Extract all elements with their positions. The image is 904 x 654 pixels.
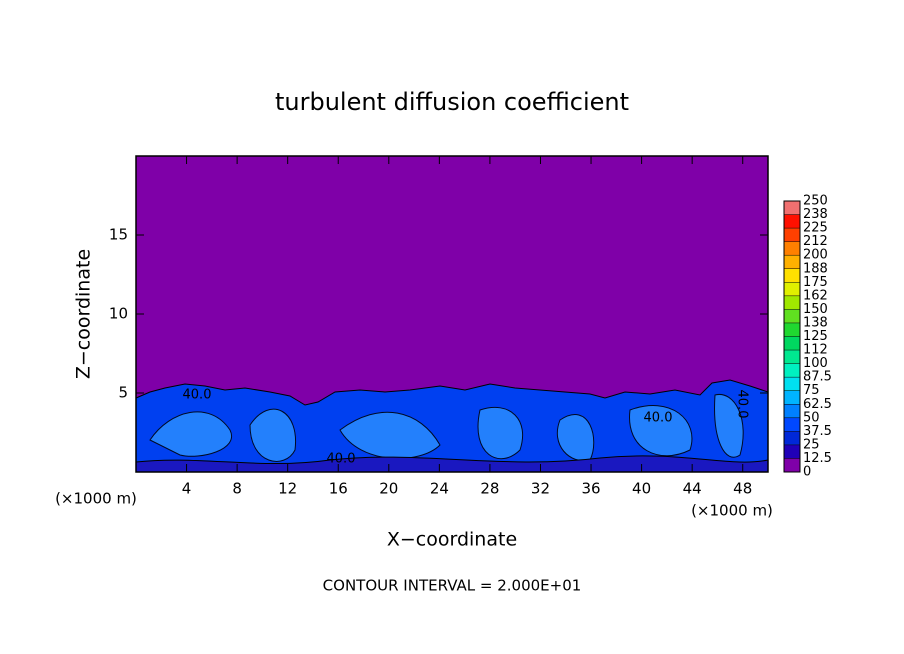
colorbar-label: 62.5 <box>803 397 832 412</box>
x-tick-label: 12 <box>278 480 297 498</box>
colorbar-label: 37.5 <box>803 424 832 439</box>
chart-title: turbulent diffusion coefficient <box>275 88 629 116</box>
colorbar-swatch <box>784 390 800 405</box>
colorbar-label: 87.5 <box>803 370 832 385</box>
colorbar-swatch <box>784 377 800 391</box>
contour-region <box>135 455 769 473</box>
colorbar-swatch <box>784 309 800 323</box>
colorbar-label: 225 <box>803 221 828 236</box>
x-unit: (×1000 m) <box>691 502 773 520</box>
x-tick-label: 16 <box>329 480 348 498</box>
contour-label: 40.0 <box>735 390 750 419</box>
colorbar-label: 162 <box>803 288 828 303</box>
y-tick-label: 15 <box>109 226 128 244</box>
colorbar-label: 250 <box>803 194 828 209</box>
colorbar-label: 175 <box>803 275 828 290</box>
colorbar-swatch <box>784 295 800 310</box>
colorbar-swatch <box>784 404 800 418</box>
x-tick-label: 24 <box>430 480 449 498</box>
x-tick-label: 20 <box>379 480 398 498</box>
colorbar-label: 200 <box>803 248 828 263</box>
colorbar-label: 125 <box>803 329 828 344</box>
colorbar-swatch <box>784 228 800 242</box>
x-tick-label: 32 <box>531 480 550 498</box>
colorbar-swatch <box>784 336 800 351</box>
colorbar-label: 112 <box>803 343 828 358</box>
colorbar-swatch <box>784 444 800 459</box>
colorbar-label: 50 <box>803 410 820 425</box>
contour-label: 40.0 <box>644 411 673 426</box>
x-tick-label: 8 <box>232 480 242 498</box>
colorbar-swatch <box>784 255 800 269</box>
colorbar-label: 100 <box>803 356 828 371</box>
colorbar-swatch <box>784 322 800 337</box>
y-tick-label: 5 <box>118 384 128 402</box>
colorbar-swatch <box>784 350 800 364</box>
x-tick-label: 44 <box>683 480 702 498</box>
x-axis-label: X−coordinate <box>387 529 517 551</box>
contour-label: 40.0 <box>183 388 212 403</box>
x-tick-label: 4 <box>182 480 192 498</box>
x-tick-label: 36 <box>581 480 600 498</box>
colorbar-swatch <box>784 282 800 296</box>
colorbar-label: 138 <box>803 315 828 330</box>
colorbar-label: 25 <box>803 437 820 452</box>
colorbar-label: 238 <box>803 207 828 222</box>
colorbar-label: 212 <box>803 234 828 249</box>
y-tick-label: 10 <box>109 305 128 323</box>
field <box>135 156 769 473</box>
colorbar-label: 188 <box>803 261 828 276</box>
colorbar-swatch <box>784 241 800 256</box>
contour-label: 40.0 <box>327 452 356 467</box>
colorbar-swatch <box>784 268 800 283</box>
colorbar-label: 12.5 <box>803 451 832 466</box>
y-unit: (×1000 m) <box>55 490 137 508</box>
colorbar-swatch <box>784 458 800 472</box>
x-tick-label: 48 <box>733 480 752 498</box>
colorbar-swatch <box>784 201 800 215</box>
colorbar-swatch <box>784 363 800 378</box>
y-axis-label: Z−coordinate <box>73 249 95 379</box>
colorbar-label: 0 <box>803 465 811 480</box>
colorbar-swatch <box>784 431 800 445</box>
x-tick-label: 28 <box>480 480 499 498</box>
colorbar-swatch <box>784 214 800 229</box>
footnote: CONTOUR INTERVAL = 2.000E+01 <box>323 577 582 595</box>
colorbar-swatch <box>784 417 800 432</box>
colorbar-label: 75 <box>803 383 820 398</box>
x-tick-label: 40 <box>632 480 651 498</box>
colorbar-label: 150 <box>803 302 828 317</box>
